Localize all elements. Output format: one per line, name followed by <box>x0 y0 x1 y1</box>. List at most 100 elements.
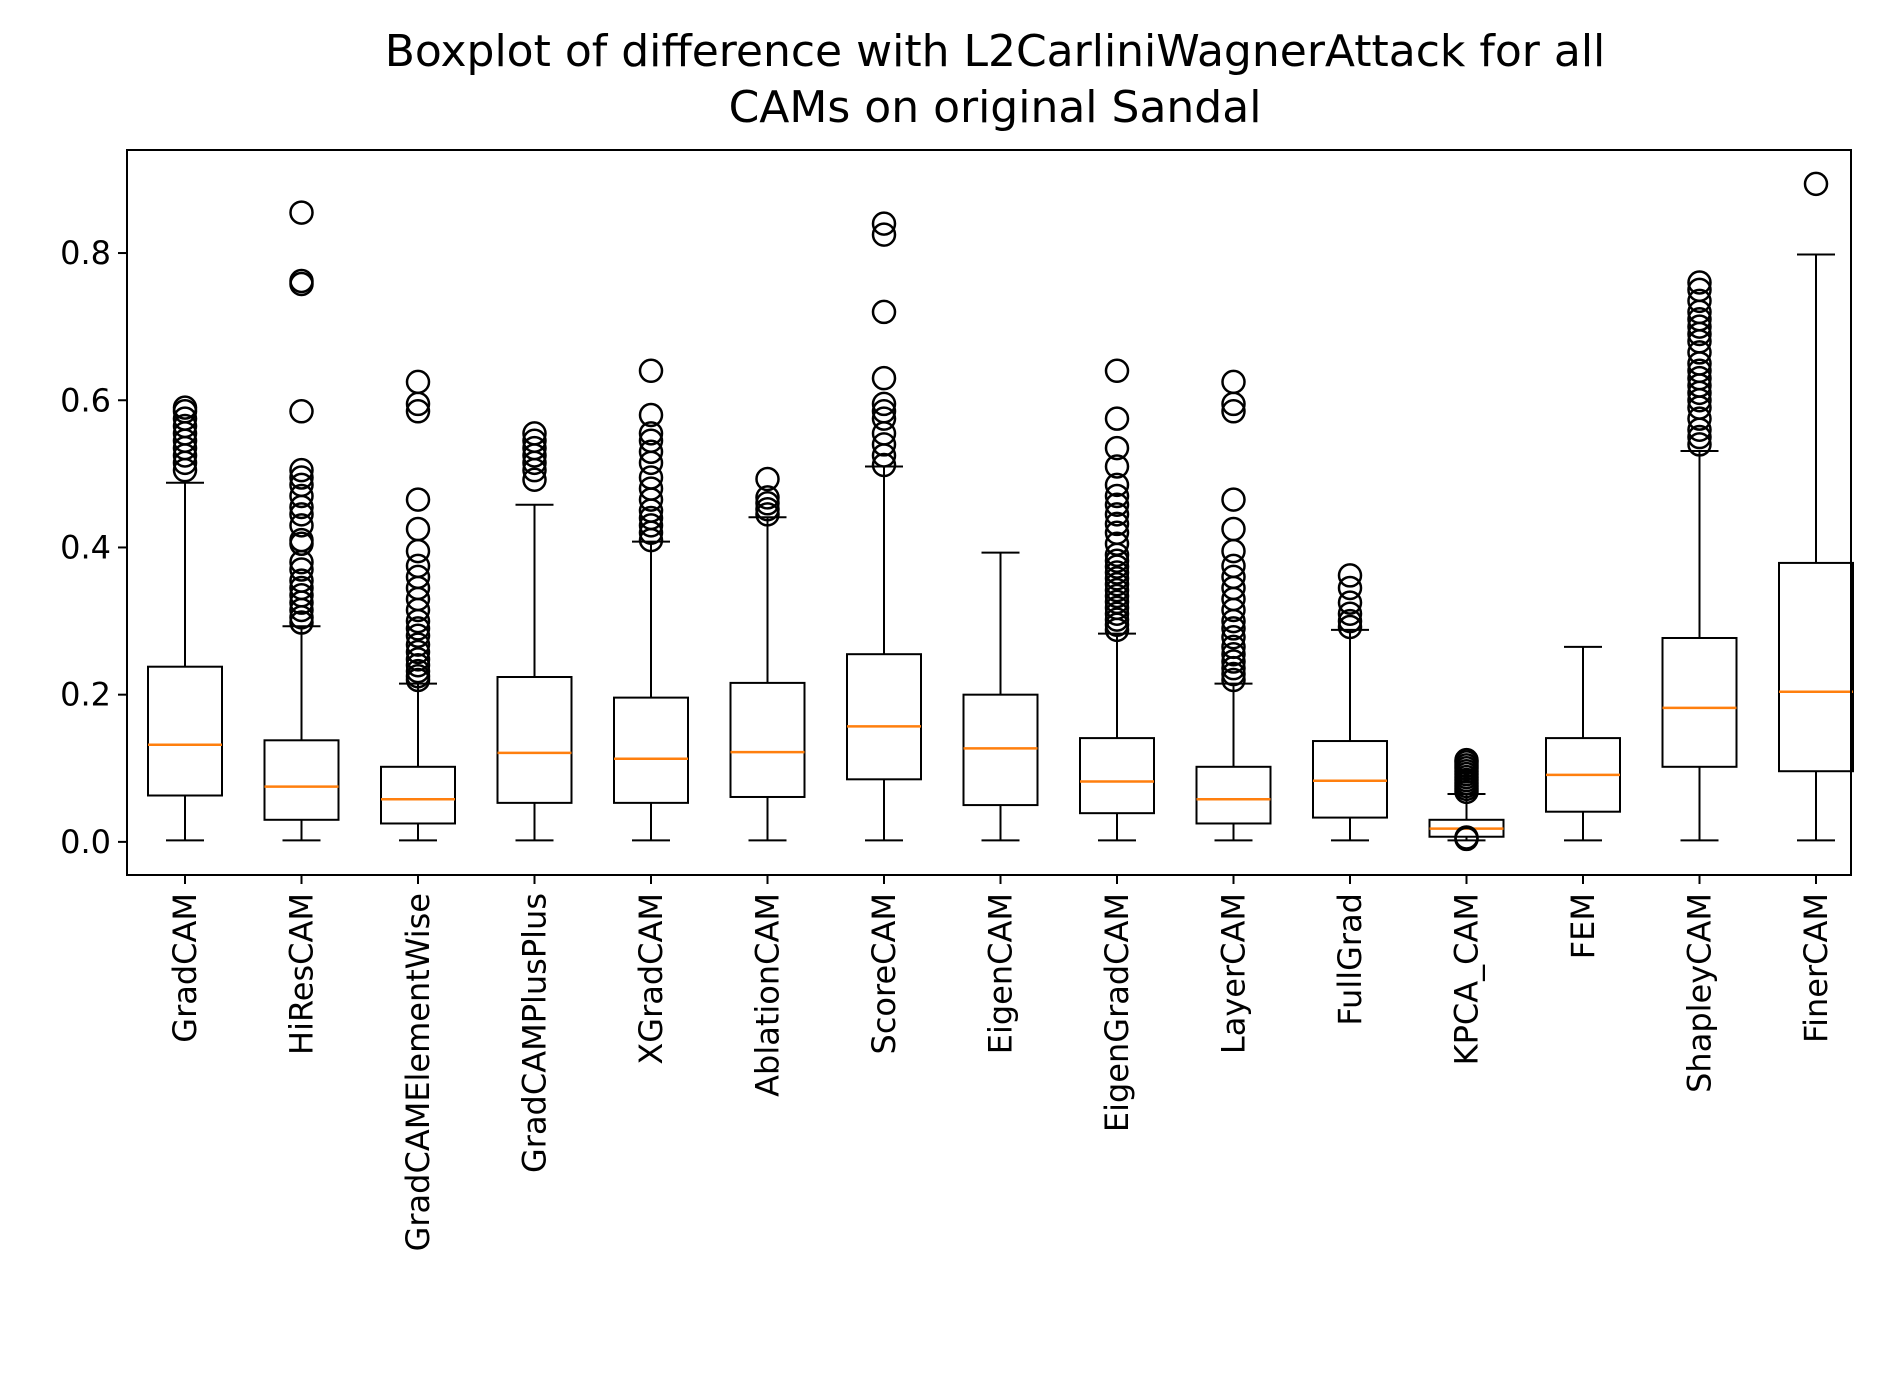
outlier-point <box>755 485 780 510</box>
outlier-point <box>522 435 547 461</box>
outlier-point <box>638 428 664 453</box>
outlier-point <box>1104 548 1130 573</box>
outlier-point <box>172 406 198 431</box>
outlier-point <box>871 432 897 457</box>
outlier-point <box>1337 590 1363 615</box>
box-GradCAM <box>147 395 223 842</box>
box-ShapleyCAM <box>1661 270 1738 842</box>
outlier-point <box>522 428 547 453</box>
outlier-point <box>755 496 780 522</box>
outlier-point <box>1104 483 1130 509</box>
outlier-point <box>405 652 431 678</box>
outlier-point <box>1104 502 1130 527</box>
outlier-point <box>405 538 431 564</box>
outlier-point <box>1687 340 1712 365</box>
outlier-point <box>289 575 314 601</box>
box-KPCA_CAM <box>1428 747 1505 852</box>
chart-title: Boxplot of difference with L2CarliniWagn… <box>385 26 1606 133</box>
outlier-point <box>1221 538 1246 564</box>
outlier-point <box>405 623 431 649</box>
iqr-box <box>1079 737 1155 815</box>
outlier-point <box>1454 826 1479 852</box>
chart-title-line-2: CAMs on original Sandal <box>729 82 1262 133</box>
outlier-point <box>289 513 314 538</box>
outlier-point <box>1687 307 1712 332</box>
x-tick-label-FullGrad: FullGrad <box>1331 893 1369 1026</box>
outlier-point <box>871 211 897 236</box>
outlier-point <box>1104 572 1130 597</box>
outlier-point <box>405 639 431 665</box>
x-tick-label-ShapleyCAM: ShapleyCAM <box>1681 893 1719 1093</box>
outlier-point <box>1221 564 1246 590</box>
outlier-point <box>1687 314 1712 339</box>
iqr-box <box>1195 765 1272 825</box>
outlier-point <box>1104 472 1130 498</box>
outlier-point <box>1221 516 1246 542</box>
outlier-point <box>1687 270 1712 295</box>
iqr-box <box>846 653 922 781</box>
outlier-point <box>405 564 431 590</box>
outlier-point <box>1221 667 1246 693</box>
outlier-point <box>172 395 198 420</box>
x-tick-label-EigenGradCAM: EigenGradCAM <box>1098 893 1136 1132</box>
box-EigenGradCAM <box>1079 358 1155 842</box>
outlier-point <box>522 467 547 492</box>
outlier-point <box>755 491 780 516</box>
outlier-point <box>1221 634 1246 660</box>
outlier-point <box>638 421 664 446</box>
outlier-point <box>1221 641 1246 667</box>
iqr-box <box>1661 636 1738 768</box>
y-axis: 0.0 0.2 0.4 0.6 0.8 <box>60 234 127 861</box>
outlier-point <box>1337 601 1363 626</box>
outlier-point <box>638 402 664 428</box>
box-LayerCAM <box>1195 369 1272 842</box>
box-GradCAMPlusPlus <box>496 421 573 842</box>
outlier-point <box>172 413 198 439</box>
outlier-point <box>289 268 314 294</box>
outlier-point <box>638 358 664 384</box>
outlier-point <box>1104 607 1130 632</box>
box-GradCAMElementWise <box>380 369 456 842</box>
outlier-point <box>289 200 314 225</box>
iqr-box <box>496 676 573 804</box>
outlier-point <box>289 399 314 424</box>
outlier-point <box>1104 454 1130 479</box>
iqr-box <box>380 765 456 825</box>
outlier-point <box>1221 625 1246 650</box>
x-tick-label-GradCAMElementWise: GradCAMElementWise <box>399 893 437 1251</box>
box-FEM <box>1545 645 1621 842</box>
iqr-box <box>613 696 689 804</box>
outlier-point <box>289 502 314 527</box>
outlier-point <box>405 647 431 672</box>
outlier-point <box>405 516 431 542</box>
x-tick-label-ScoreCAM: ScoreCAM <box>865 893 903 1054</box>
outlier-point <box>405 369 431 395</box>
outlier-point <box>1337 614 1363 640</box>
iqr-box <box>962 693 1039 807</box>
y-tick-label: 0.6 <box>60 381 111 419</box>
iqr-box <box>729 681 806 798</box>
outlier-point <box>1104 583 1130 609</box>
outlier-point <box>289 583 314 608</box>
outlier-point <box>1221 553 1246 579</box>
outlier-point <box>1104 358 1130 384</box>
box-AblationCAM <box>729 466 806 842</box>
outlier-point <box>1337 563 1363 588</box>
outlier-point <box>1104 520 1130 545</box>
outlier-point <box>522 421 547 446</box>
outlier-point <box>1221 487 1246 512</box>
x-tick-label-LayerCAM: LayerCAM <box>1215 893 1253 1054</box>
outlier-point <box>755 466 780 492</box>
outlier-point <box>289 483 314 509</box>
outlier-point <box>1104 577 1130 603</box>
outlier-point <box>289 527 314 553</box>
outlier-point <box>405 487 431 512</box>
plot-layer <box>147 171 1854 852</box>
x-tick-label-XGradCAM: XGradCAM <box>632 893 670 1065</box>
y-tick-label: 0.4 <box>60 528 111 566</box>
outlier-point <box>405 553 431 579</box>
x-tick-label-GradCAMPlusPlus: GradCAMPlusPlus <box>516 893 554 1173</box>
outlier-point <box>405 632 431 657</box>
box-XGradCAM <box>613 358 689 842</box>
box-ScoreCAM <box>846 211 922 842</box>
